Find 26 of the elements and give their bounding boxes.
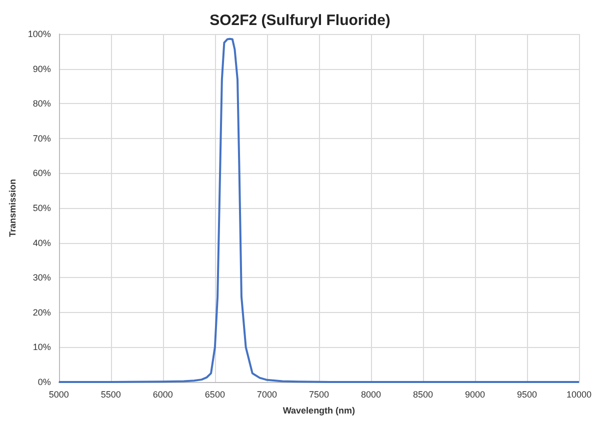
y-tick-label: 20% <box>32 307 51 318</box>
y-tick-label: 50% <box>32 203 51 213</box>
y-tick-label: 40% <box>32 238 51 248</box>
x-tick-label: 6000 <box>152 390 173 400</box>
y-tick-label: 0% <box>38 377 51 387</box>
y-axis-title: Transmission <box>8 178 18 238</box>
x-tick-label: 5000 <box>48 390 69 400</box>
line-series <box>58 38 580 383</box>
x-tick-label: 10000 <box>566 390 592 400</box>
y-tick-label: 60% <box>32 168 51 178</box>
y-tick-label: 100% <box>28 29 51 39</box>
x-tick-label: 5500 <box>100 390 121 400</box>
x-tick-label: 6500 <box>204 390 225 400</box>
chart-title: SO2F2 (Sulfuryl Fluoride) <box>210 12 390 29</box>
x-tick-label: 7000 <box>256 390 277 400</box>
y-tick-label: 70% <box>32 133 51 144</box>
y-tick-label: 30% <box>32 272 51 283</box>
x-tick-label: 9000 <box>464 390 485 400</box>
x-tick-label: 7500 <box>308 390 329 400</box>
y-tick-label: 80% <box>32 98 51 109</box>
y-tick-label: 90% <box>32 64 51 74</box>
x-tick-label: 9500 <box>516 390 538 400</box>
x-axis-title: Wavelength (nm) <box>282 406 356 416</box>
x-tick-label: 8000 <box>360 390 381 400</box>
x-tick-label: 8500 <box>412 390 433 400</box>
y-tick-label: 10% <box>32 342 51 352</box>
